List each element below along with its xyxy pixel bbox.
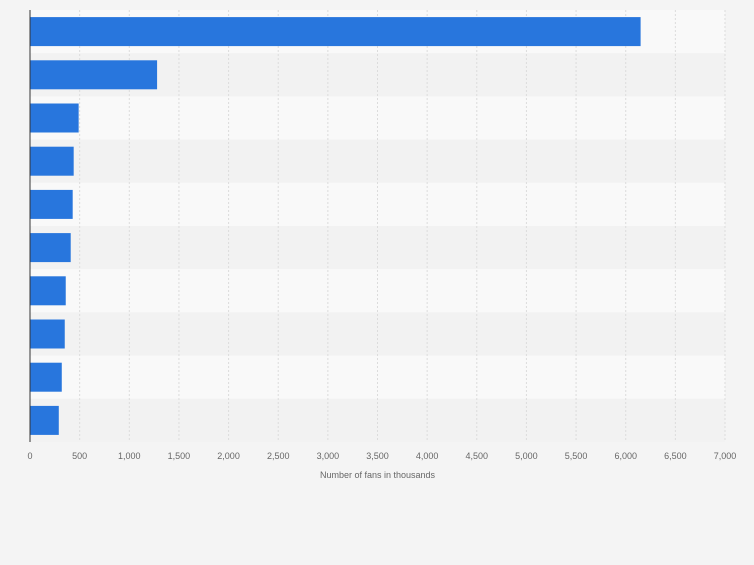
bar	[30, 276, 66, 306]
x-tick-label: 1,500	[168, 451, 191, 461]
bar	[30, 405, 59, 435]
bar	[30, 146, 74, 176]
bar	[30, 60, 158, 90]
bar	[30, 362, 62, 392]
x-tick-label: 5,000	[515, 451, 538, 461]
x-tick-label: 4,500	[466, 451, 489, 461]
x-tick-label: 3,500	[366, 451, 389, 461]
x-tick-label: 7,000	[714, 451, 737, 461]
bar	[30, 103, 79, 133]
bars	[30, 17, 641, 435]
x-tick-label: 6,000	[614, 451, 637, 461]
x-tick-label: 5,500	[565, 451, 588, 461]
x-tick-labels: 0 500 1,000 1,500 2,000 2,500 3,000 3,500 4,000 4…	[27, 451, 736, 461]
x-tick-label: 3,000	[317, 451, 340, 461]
x-tick-label: 0	[27, 451, 32, 461]
x-tick-label: 6,500	[664, 451, 687, 461]
x-tick-label: 2,000	[217, 451, 240, 461]
x-tick-label: 1,000	[118, 451, 141, 461]
x-tick-label: 2,500	[267, 451, 290, 461]
bar	[30, 233, 71, 263]
x-tick-label: 4,000	[416, 451, 439, 461]
bar	[30, 319, 65, 349]
x-axis-label: Number of fans in thousands	[320, 470, 436, 480]
x-tick-label: 500	[72, 451, 87, 461]
bar	[30, 189, 73, 219]
bar	[30, 17, 641, 47]
